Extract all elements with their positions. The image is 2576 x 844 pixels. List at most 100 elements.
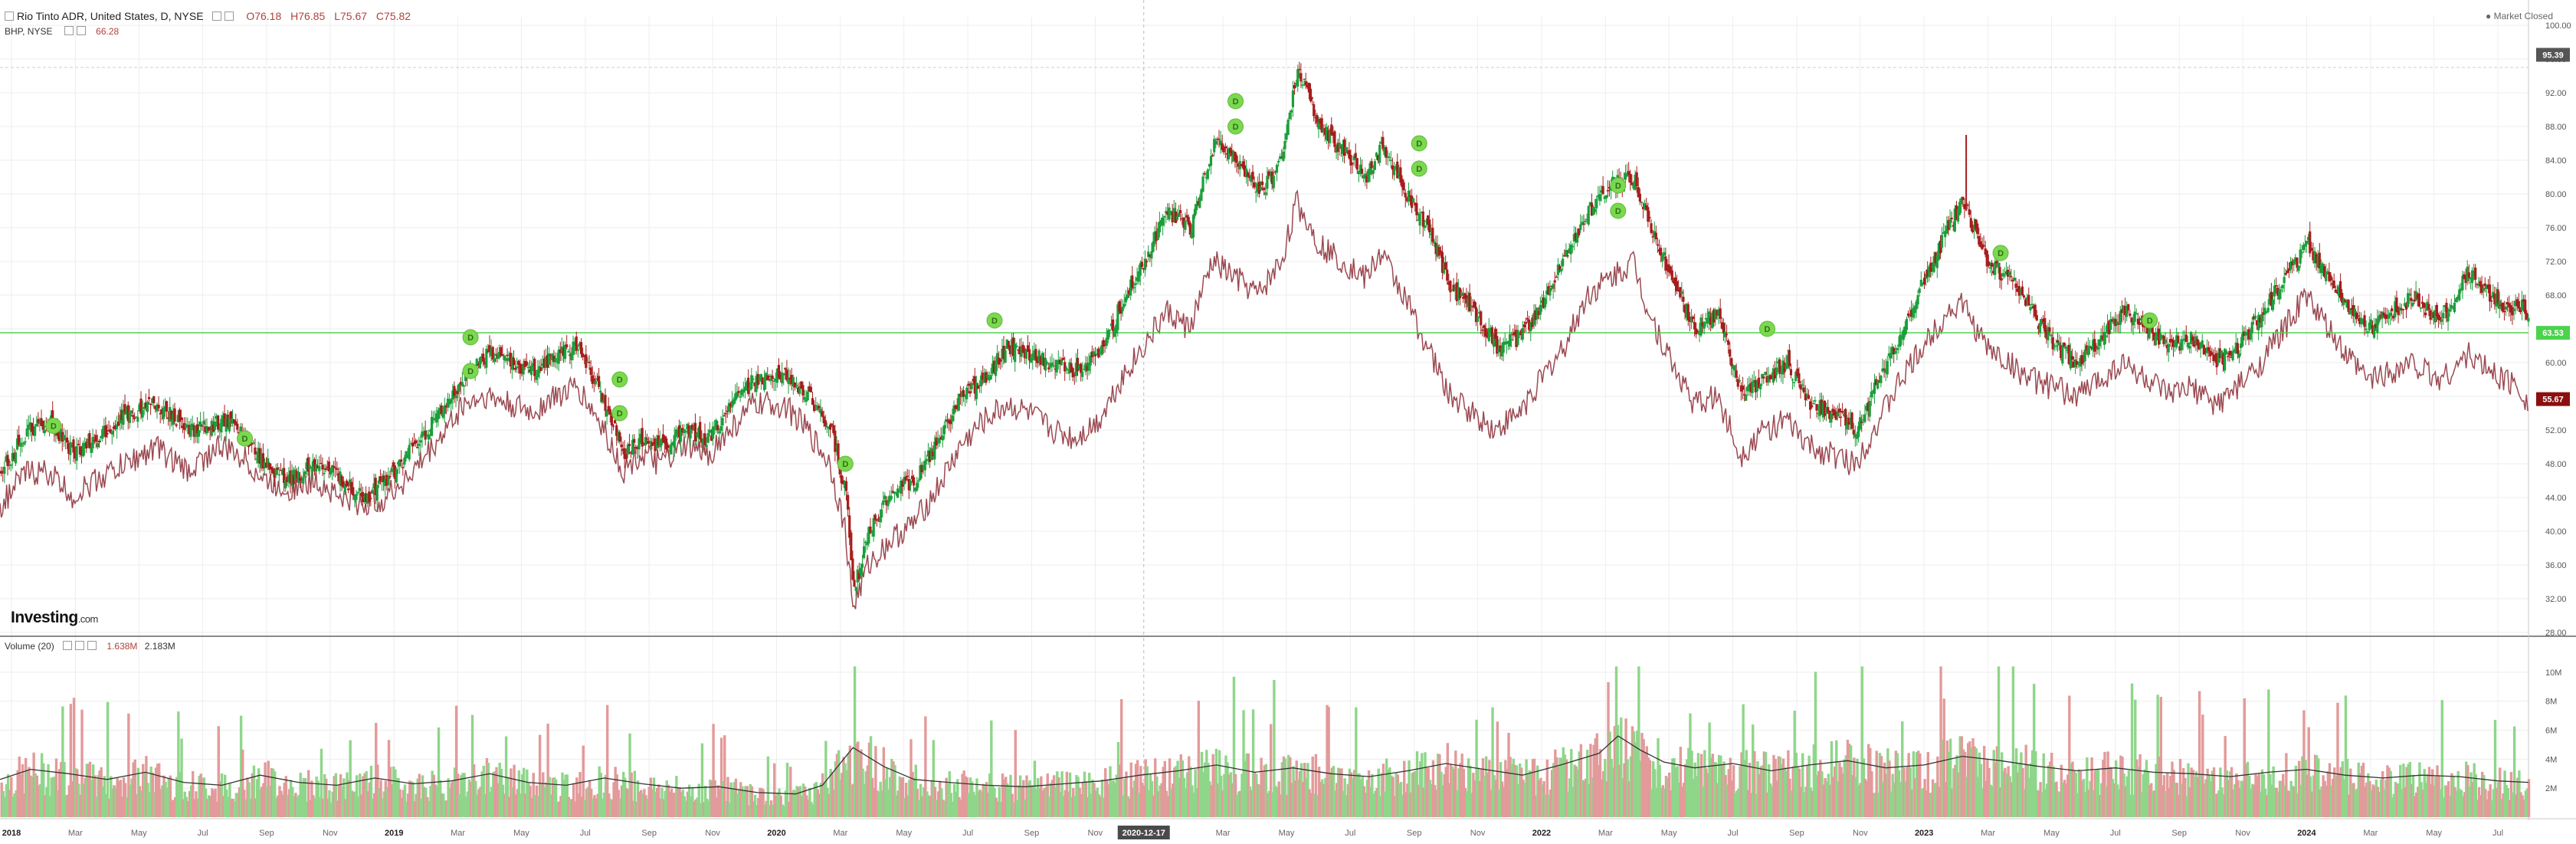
compare-label[interactable]: BHP, NYSE [5, 26, 53, 37]
candle-body [2047, 327, 2050, 341]
candle-body [851, 558, 854, 580]
candle-body [1503, 341, 1506, 345]
candle-body [2073, 360, 2077, 368]
symbol-title[interactable]: Rio Tinto ADR, United States, D, NYSE [17, 10, 204, 22]
candle-body [1169, 211, 1172, 212]
volume-bar [1009, 774, 1012, 817]
gear-icon[interactable] [212, 11, 222, 21]
candle-body [601, 392, 604, 402]
volume-bar [2357, 762, 2360, 817]
volume-bar [1787, 750, 1790, 817]
candle-body [1214, 140, 1218, 145]
candle-body [1839, 416, 1843, 419]
volume-bar [1478, 780, 1481, 817]
volume-bar [464, 796, 467, 817]
volume-bar [1624, 718, 1627, 817]
volume-bar [1422, 787, 1425, 817]
volume-bar [1261, 771, 1264, 817]
candle-body [1275, 165, 1279, 173]
candle-body [2010, 276, 2013, 278]
volume-bar [2207, 774, 2211, 817]
candle-body [634, 446, 637, 449]
candle-body [1209, 156, 1213, 166]
volume-bar [2411, 774, 2415, 817]
candle-body [1329, 130, 1332, 143]
volume-label[interactable]: Volume (20) [5, 641, 54, 652]
candle-body [1109, 323, 1113, 327]
minus-box-icon[interactable] [5, 11, 14, 21]
volume-bar [1825, 781, 1828, 817]
candle-body [273, 471, 276, 478]
volume-bar [826, 787, 829, 817]
volume-bar [257, 768, 261, 817]
candle-body [749, 386, 752, 390]
volume-bar [1660, 787, 1663, 817]
volume-bar [1642, 739, 1645, 817]
volume-bar [1298, 770, 1302, 817]
eye-icon[interactable] [63, 641, 73, 650]
dividend-marker [1411, 135, 1427, 152]
candle-body [1833, 409, 1836, 416]
candle-body [1058, 360, 1062, 365]
candle-body [27, 425, 30, 430]
candle-body [602, 399, 605, 403]
candle-body [1279, 156, 1282, 159]
gear-icon[interactable] [64, 26, 74, 35]
gear-icon[interactable] [75, 641, 85, 650]
candle-body [1890, 346, 1894, 355]
time-tick-label: Jul [198, 829, 208, 838]
volume-bar [753, 794, 757, 817]
candle-body [621, 448, 624, 452]
candle-body [117, 421, 120, 426]
candle-body [954, 405, 957, 409]
volume-bar [352, 791, 356, 817]
volume-bar [366, 791, 369, 817]
volume-bar [1497, 789, 1501, 817]
candle-body [745, 382, 749, 388]
candle-body [236, 423, 239, 430]
candle-body [677, 425, 681, 438]
volume-bar [1963, 751, 1967, 817]
volume-bar [1459, 763, 1462, 817]
volume-bar [2203, 783, 2206, 817]
volume-bar [325, 778, 328, 817]
volume-bar [1326, 704, 1329, 817]
volume-bar [2251, 783, 2254, 817]
volume-bar [1218, 750, 1221, 817]
close-icon[interactable] [76, 26, 86, 35]
candle-body [2013, 278, 2016, 281]
volume-bar [95, 796, 98, 817]
dividend-marker [1759, 320, 1776, 337]
volume-bar [143, 772, 146, 817]
candle-body [591, 375, 594, 384]
candle-body [1752, 379, 1755, 383]
volume-bar [763, 804, 766, 817]
candle-body [2038, 323, 2042, 333]
candle-body [175, 424, 178, 426]
volume-bar [1846, 739, 1850, 817]
volume-bar [2158, 757, 2161, 817]
candle-body [1211, 155, 1214, 156]
volume-bar [2244, 764, 2248, 817]
candle-body [1948, 219, 1952, 228]
candle-body [1454, 287, 1457, 291]
candle-body [1293, 84, 1296, 89]
volume-bar [2479, 795, 2483, 817]
volume-bar [1849, 745, 1853, 817]
candle-body [1355, 158, 1358, 170]
candle-body [560, 346, 563, 354]
close-icon[interactable] [224, 11, 234, 21]
candle-body [1269, 174, 1272, 176]
close-icon[interactable] [87, 641, 97, 650]
volume-bar [2247, 776, 2251, 817]
candle-body [1018, 346, 1021, 355]
candle-body [2440, 319, 2443, 322]
candle-body [1817, 412, 1820, 415]
volume-bar [419, 798, 423, 817]
candle-body [123, 404, 126, 413]
candle-body [197, 430, 201, 437]
candle-body [2217, 353, 2220, 363]
volume-bar [2090, 757, 2093, 817]
volume-bar [188, 790, 192, 817]
